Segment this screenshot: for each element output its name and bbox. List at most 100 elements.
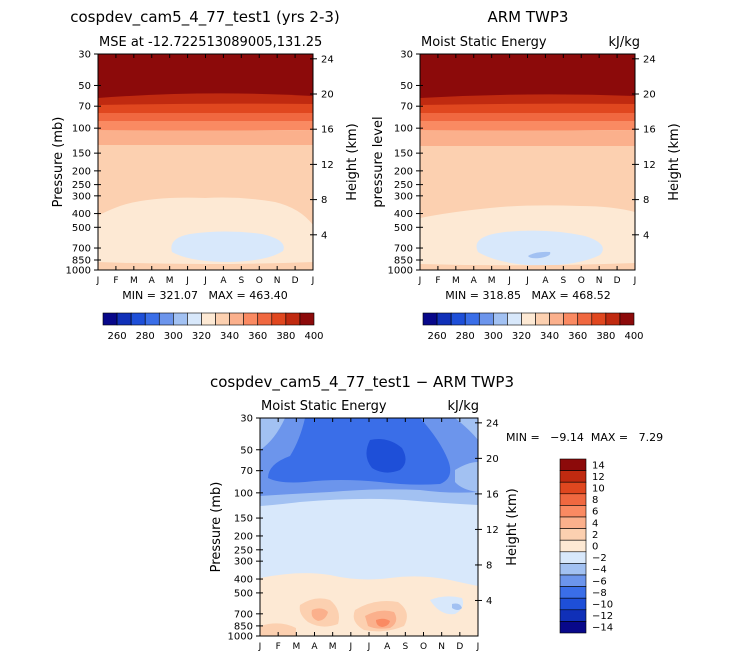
y-tick-label: 400 — [72, 209, 91, 220]
x-tick-label: M — [488, 276, 496, 286]
x-tick-label: N — [438, 642, 445, 652]
colorbar-label: 260 — [108, 331, 127, 342]
colorbar-swatch — [215, 312, 230, 326]
colorbar-swatch — [559, 551, 587, 564]
x-tick-label: M — [130, 276, 138, 286]
colorbar-label: 8 — [592, 495, 598, 506]
colorbar-swatch — [619, 312, 635, 326]
panel-subtitle-right: kJ/kg — [608, 35, 640, 50]
x-tick-label: S — [238, 276, 244, 286]
y-tick-label: 1000 — [388, 266, 413, 277]
colorbar-swatch — [559, 481, 587, 495]
y-tick-label: 700 — [394, 244, 413, 255]
y-tick-label: 50 — [400, 81, 413, 92]
panel-title: cospdev_cam5_4_77_test1 (yrs 2-3) — [70, 8, 340, 27]
x-tick-label: M — [452, 276, 460, 286]
colorbar-swatch — [559, 586, 587, 599]
colorbar-label: 280 — [456, 331, 475, 342]
right-tick-label: 8 — [321, 195, 327, 206]
colorbar-swatch — [507, 312, 522, 326]
y-tick-label: 500 — [234, 588, 253, 599]
contour-band — [98, 130, 313, 146]
x-tick-label: D — [292, 276, 299, 286]
colorbar-swatch — [422, 312, 438, 326]
colorbar-label: 320 — [512, 331, 531, 342]
x-tick-label: F — [276, 642, 281, 652]
contour-band — [260, 623, 296, 636]
contour-band — [420, 103, 635, 114]
right-tick-label: 12 — [486, 525, 499, 536]
colorbar-label: −6 — [592, 576, 607, 587]
right-tick-label: 16 — [643, 125, 656, 136]
right-tick-label: 12 — [321, 160, 334, 171]
colorbar-swatch — [605, 312, 621, 326]
y-tick-label: 150 — [234, 514, 253, 525]
contour-band — [268, 418, 451, 485]
y-tick-label: 300 — [394, 191, 413, 202]
colorbar-swatch — [102, 312, 118, 326]
y-tick-label: 100 — [394, 124, 413, 135]
colorbar-swatch — [450, 312, 466, 326]
colorbar-swatch — [577, 312, 593, 326]
y-tick-label: 100 — [234, 488, 253, 499]
contour-band — [98, 145, 313, 225]
contour-band — [98, 93, 313, 106]
panel-title: ARM TWP3 — [488, 8, 569, 26]
colorbar-label: −12 — [592, 611, 613, 622]
right-tick-label: 16 — [486, 489, 499, 500]
x-tick-label: O — [578, 276, 585, 286]
y-tick-label: 150 — [394, 149, 413, 160]
right-tick-label: 24 — [321, 54, 334, 65]
x-tick-label: O — [420, 642, 427, 652]
y-tick-label: 50 — [240, 445, 253, 456]
colorbar-swatch — [559, 574, 587, 587]
colorbar-label: 300 — [484, 331, 503, 342]
colorbar-label: −2 — [592, 553, 607, 564]
right-tick-label: 24 — [486, 418, 499, 429]
colorbar-label: 340 — [220, 331, 239, 342]
colorbar-label: 380 — [276, 331, 295, 342]
y-tick-label: 300 — [72, 191, 91, 202]
colorbar: 260 280 300 320 340 360 380 400 — [102, 312, 324, 342]
colorbar-swatch — [144, 312, 160, 326]
y-tick-label: 100 — [72, 124, 91, 135]
right-tick-label: 20 — [321, 90, 334, 101]
contour-band — [311, 608, 328, 621]
x-tick-label: N — [596, 276, 603, 286]
y-tick-label: 700 — [234, 609, 253, 620]
x-tick-label: J — [349, 642, 353, 652]
colorbar-label: 2 — [592, 530, 598, 541]
y-tick-label: 700 — [72, 244, 91, 255]
panel-model: cospdev_cam5_4_77_test1 (yrs 2-3) MSE at… — [51, 8, 360, 342]
contour-band — [420, 121, 635, 131]
y-tick-label: 70 — [78, 102, 91, 113]
right-tick-label: 4 — [486, 596, 492, 607]
min-max-stats: MIN = −9.14 MAX = 7.29 — [506, 431, 663, 444]
contour-band — [98, 121, 313, 131]
y-axis-label: Pressure (mb) — [51, 117, 66, 208]
colorbar-swatch — [493, 312, 508, 326]
y-tick-label: 50 — [78, 81, 91, 92]
x-tick-label: J — [476, 642, 480, 652]
x-tick-label: M — [292, 642, 300, 652]
colorbar-swatch — [559, 493, 587, 506]
y-tick-label: 1000 — [66, 266, 91, 277]
colorbar-swatch — [559, 516, 587, 529]
y-tick-label: 400 — [234, 575, 253, 586]
colorbar-label: 320 — [192, 331, 211, 342]
colorbar-label: 0 — [592, 542, 598, 553]
contour-band — [455, 462, 478, 492]
x-tick-label: J — [507, 276, 511, 286]
colorbar-label: 4 — [592, 518, 598, 529]
x-tick-label: D — [614, 276, 621, 286]
x-tick-label: J — [258, 642, 262, 652]
contour-band — [420, 54, 635, 100]
colorbar-label: −10 — [592, 600, 613, 611]
colorbar-swatch — [559, 528, 587, 541]
colorbar-swatch — [559, 458, 587, 471]
colorbar-swatch — [201, 312, 216, 326]
contour-band — [420, 113, 635, 122]
panel-title: cospdev_cam5_4_77_test1 − ARM TWP3 — [210, 373, 514, 392]
colorbar-label: 6 — [592, 507, 598, 518]
